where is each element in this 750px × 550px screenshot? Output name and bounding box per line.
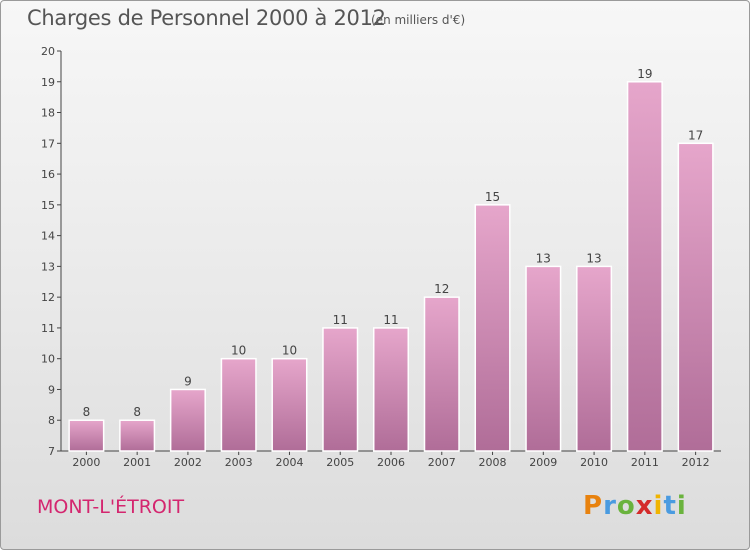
bar	[626, 81, 663, 452]
bar-value-label: 19	[637, 67, 652, 81]
y-tick-label: 20	[41, 45, 55, 58]
x-tick-label: 2012	[682, 456, 710, 469]
x-tick-label: 2000	[72, 456, 100, 469]
x-tick-label: 2001	[123, 456, 151, 469]
bar-value-label: 9	[184, 374, 192, 388]
bar	[474, 204, 511, 452]
bar-value-label: 17	[688, 128, 703, 142]
x-tick-label: 2009	[529, 456, 557, 469]
y-tick-label: 13	[41, 260, 55, 273]
x-tick-label: 2003	[225, 456, 253, 469]
bar-value-label: 13	[536, 251, 551, 265]
bar-value-label: 11	[333, 313, 348, 327]
proxiti-logo: Proxiti	[583, 491, 687, 521]
x-tick-label: 2010	[580, 456, 608, 469]
y-tick-label: 14	[41, 230, 55, 243]
bar-value-label: 10	[231, 344, 246, 358]
x-tick-label: 2002	[174, 456, 202, 469]
y-tick-label: 15	[41, 199, 55, 212]
chart-title: Charges de Personnel 2000 à 2012	[27, 6, 386, 30]
bar-value-label: 8	[83, 405, 91, 419]
bar	[322, 327, 359, 452]
y-tick-label: 9	[48, 383, 55, 396]
bar-value-label: 12	[434, 282, 449, 296]
bar-value-label: 10	[282, 344, 297, 358]
bar	[576, 265, 613, 452]
bars	[68, 81, 714, 452]
bar-value-label: 15	[485, 190, 500, 204]
x-tick-label: 2007	[428, 456, 456, 469]
y-tick-label: 8	[48, 414, 55, 427]
x-tick-label: 2006	[377, 456, 405, 469]
y-tick-label: 10	[41, 353, 55, 366]
y-tick-label: 17	[41, 137, 55, 150]
bar	[119, 419, 156, 452]
bar	[423, 296, 460, 452]
commune-name: MONT-L'ÉTROIT	[37, 496, 185, 518]
chart-subtitle: (en milliers d'€)	[371, 13, 466, 27]
bar	[525, 265, 562, 452]
y-tick-label: 12	[41, 291, 55, 304]
bar	[677, 142, 714, 452]
y-tick-label: 11	[41, 322, 55, 335]
bar-value-label: 13	[586, 251, 601, 265]
bar	[220, 357, 257, 452]
bar-value-label: 8	[133, 405, 141, 419]
y-tick-label: 19	[41, 76, 55, 89]
y-tick-label: 7	[48, 445, 55, 458]
bar	[372, 327, 410, 452]
data-labels: 8 8 9 10 10 11 11 12 15 13 13 19 17	[83, 67, 704, 419]
x-tick-label: 2004	[275, 456, 303, 469]
y-tick-label: 18	[41, 107, 55, 120]
axes: 7 8 9 10 11 12 13 14 15 16 17 18 19 20 2000 2001 2002 200…	[41, 45, 721, 469]
bar	[68, 419, 105, 452]
bar-value-label: 11	[383, 313, 398, 327]
bar	[169, 388, 206, 452]
x-tick-label: 2008	[479, 456, 507, 469]
x-tick-label: 2005	[326, 456, 354, 469]
bar	[271, 357, 308, 452]
x-tick-label: 2011	[631, 456, 659, 469]
y-tick-label: 16	[41, 168, 55, 181]
